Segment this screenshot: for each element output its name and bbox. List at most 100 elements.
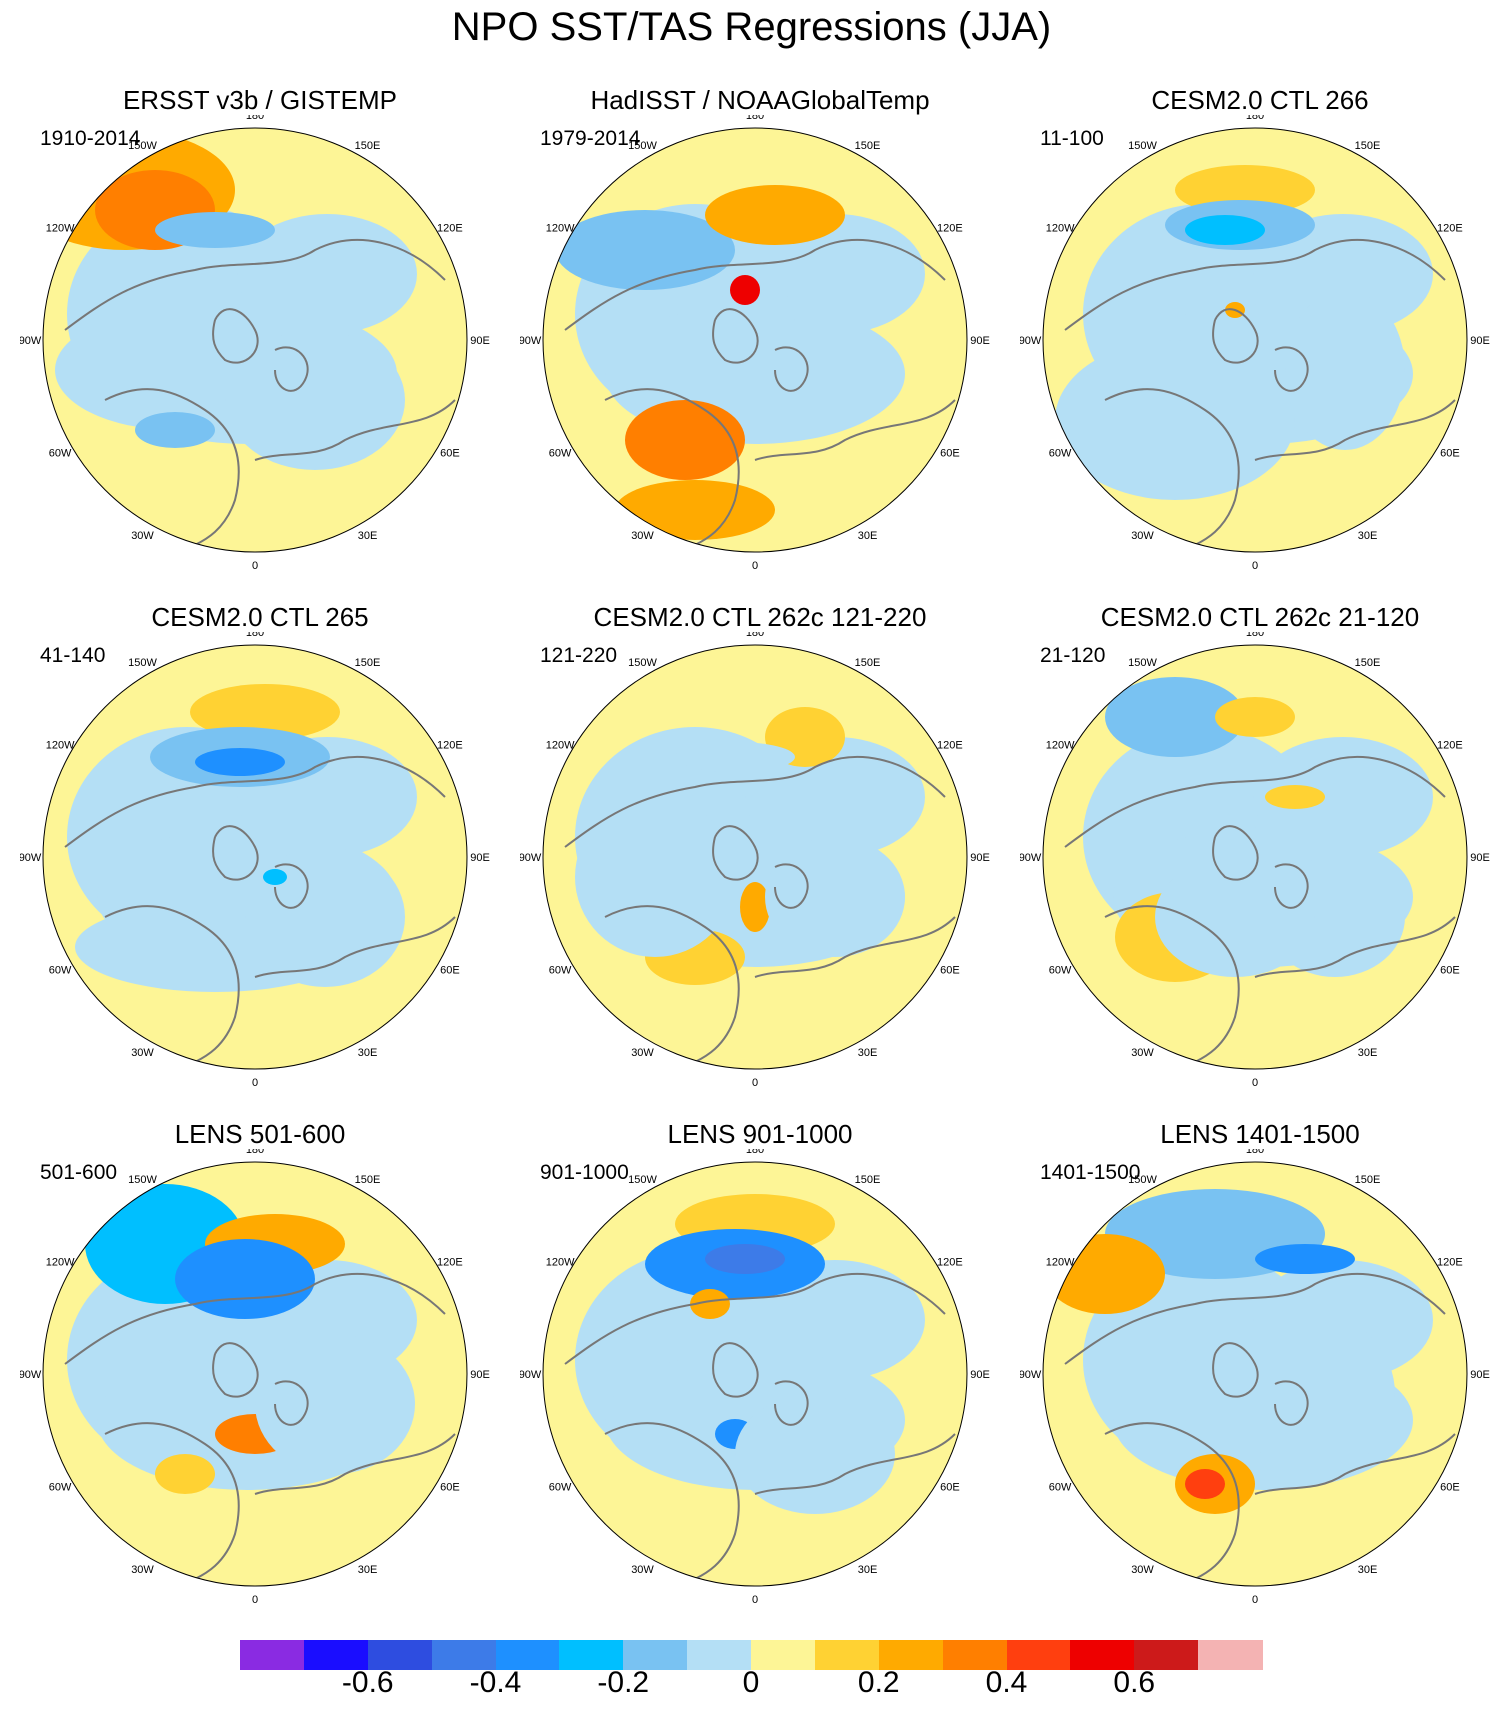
longitude-label: 60W (49, 448, 72, 460)
map-panel: ERSST v3b / GISTEMP 1910-2014 180 150E 120E 9… (20, 85, 500, 585)
longitude-label: 180 (746, 115, 764, 122)
longitude-label: 30E (358, 530, 378, 542)
longitude-label: 90E (970, 1369, 990, 1381)
map-panel: LENS 901-1000 901-1000 180 150E 120E 90E 60E 30… (520, 1119, 1000, 1619)
coastline (712, 308, 759, 364)
longitude-label: 60W (549, 965, 572, 977)
coastline (754, 1433, 956, 1495)
coastline (754, 916, 956, 978)
longitude-label: 120E (437, 223, 463, 235)
anomaly-region (255, 1334, 415, 1474)
anomaly-region (1185, 215, 1265, 245)
longitude-label: 150W (628, 140, 657, 152)
longitude-label: 90W (20, 1369, 42, 1381)
anomaly-region (1235, 1314, 1395, 1474)
panel-period: 501-600 (40, 1161, 118, 1184)
longitude-label: 150E (855, 657, 881, 669)
longitude-label: 90E (470, 1369, 490, 1381)
anomaly-region (675, 742, 795, 772)
anomaly-region (1185, 1469, 1225, 1499)
longitude-label: 180 (1246, 632, 1264, 639)
longitude-label: 150E (855, 140, 881, 152)
coastline (712, 825, 759, 881)
longitude-label: 120E (937, 223, 963, 235)
coastline (104, 388, 240, 546)
longitude-label: 30W (131, 1047, 154, 1059)
longitude-label: 30W (1131, 1047, 1154, 1059)
anomaly-region (740, 882, 770, 932)
colorbar-swatch (559, 1640, 624, 1670)
coastline (564, 1273, 946, 1365)
longitude-label: 0 (252, 1594, 258, 1606)
longitude-label: 90W (520, 1369, 542, 1381)
coastline (1064, 756, 1446, 848)
colorbar-swatch (623, 1640, 688, 1670)
panel-period: 1401-1500 (1040, 1161, 1141, 1184)
coastline (64, 239, 446, 331)
anomaly-region (263, 869, 287, 885)
longitude-label: 150E (355, 1174, 381, 1186)
longitude-label: 180 (246, 115, 264, 122)
coastline (212, 825, 259, 881)
longitude-label: 150W (128, 1174, 157, 1186)
colorbar-swatch (878, 1640, 944, 1670)
panel-title: HadISST / NOAAGlobalTemp (590, 85, 930, 115)
longitude-label: 90E (970, 335, 990, 347)
longitude-label: 30E (358, 1564, 378, 1576)
anomaly-region (225, 330, 405, 470)
panel-title: LENS 901-1000 (667, 1119, 853, 1149)
longitude-label: 0 (252, 1077, 258, 1089)
panel-title: CESM2.0 CTL 266 (1151, 85, 1369, 115)
anomaly-region (237, 214, 417, 334)
longitude-label: 30W (131, 1564, 154, 1576)
longitude-label: 60W (1049, 1482, 1072, 1494)
longitude-label: 30E (358, 1047, 378, 1059)
anomaly-region (730, 275, 760, 305)
coastline (274, 863, 309, 909)
longitude-label: 180 (746, 632, 764, 639)
anomaly-region (690, 1289, 730, 1319)
anomaly-region (155, 1454, 215, 1494)
map-panel: LENS 501-600 501-600 180 150E 120E 90E 60E 30E 0… (20, 1119, 500, 1619)
colorbar-swatch (431, 1640, 496, 1670)
map-border (42, 644, 468, 1070)
colorbar-swatch (751, 1640, 816, 1670)
polar-map: 180 150E 120E 90E 60E 30E 0 30W 60W 90W 120W 150W (1020, 632, 1490, 1089)
polar-map: 180 150E 120E 90E 60E 30E 0 30W 60W 90W 120W 150W (1020, 115, 1490, 572)
longitude-label: 90E (970, 852, 990, 864)
colorbar-tick-label: 0.4 (985, 1666, 1028, 1699)
coastline (1274, 863, 1309, 909)
longitude-label: 60E (440, 1482, 460, 1494)
colorbar-swatch (1070, 1640, 1135, 1670)
longitude-label: 90W (520, 335, 542, 347)
longitude-label: 30W (131, 530, 154, 542)
panel-period: 11-100 (1040, 127, 1104, 150)
coastline (1254, 916, 1456, 978)
coastline (1254, 1433, 1456, 1495)
longitude-label: 180 (246, 1149, 264, 1156)
colorbar-swatch (303, 1640, 369, 1670)
colorbar-swatch (367, 1640, 433, 1670)
colorbar-swatch (1006, 1640, 1071, 1670)
anomaly-region (575, 797, 735, 957)
longitude-label: 120E (437, 1257, 463, 1269)
coastline (254, 916, 456, 978)
longitude-label: 60W (49, 1482, 72, 1494)
coastline (1254, 399, 1456, 461)
coastline (64, 1273, 446, 1365)
anomaly-region (245, 847, 405, 987)
coastline (212, 1342, 259, 1398)
longitude-label: 120W (46, 223, 75, 235)
coastline (64, 756, 446, 848)
longitude-label: 120W (46, 1257, 75, 1269)
coastline (274, 1380, 309, 1426)
coastline (104, 1422, 240, 1580)
anomaly-region (1255, 1244, 1355, 1274)
anomaly-region (745, 737, 925, 857)
longitude-label: 30W (631, 1564, 654, 1576)
longitude-label: 150W (628, 657, 657, 669)
figure-title: NPO SST/TAS Regressions (JJA) (451, 5, 1052, 49)
colorbar-swatch (1134, 1640, 1199, 1670)
longitude-label: 120W (1046, 223, 1075, 235)
longitude-label: 60E (440, 448, 460, 460)
